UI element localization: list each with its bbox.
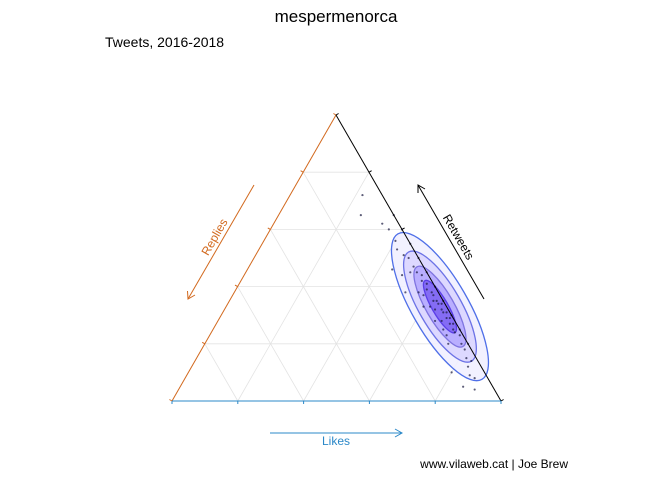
data-point	[396, 248, 399, 251]
data-point	[429, 305, 432, 308]
data-point	[394, 239, 397, 242]
data-point	[440, 308, 443, 311]
replies-axis-arrow	[187, 184, 255, 300]
data-point	[473, 388, 476, 391]
replies-axis-line	[171, 114, 337, 402]
data-point	[432, 294, 435, 297]
data-point	[440, 302, 443, 305]
data-point	[448, 322, 451, 325]
replies-tick	[267, 227, 271, 230]
data-point	[422, 294, 425, 297]
density-contours	[390, 231, 490, 382]
data-point	[381, 222, 384, 225]
chart-title: mespermenorca	[275, 7, 398, 26]
data-point	[409, 271, 412, 274]
data-point	[442, 311, 445, 314]
data-point	[460, 342, 463, 345]
data-point	[402, 254, 405, 257]
data-point	[437, 302, 440, 305]
grid-line	[237, 286, 304, 402]
data-point	[415, 271, 418, 274]
data-point	[400, 274, 404, 277]
replies-tick	[333, 113, 337, 116]
replies-tick	[234, 284, 238, 288]
data-point	[425, 288, 428, 291]
data-point	[417, 291, 420, 294]
data-point	[433, 319, 437, 323]
data-point	[462, 385, 465, 388]
data-point	[432, 299, 435, 302]
data-point	[425, 282, 428, 285]
likes-axis-arrow	[270, 428, 404, 438]
data-point	[422, 305, 425, 308]
data-point	[361, 193, 364, 197]
replies-tick	[201, 341, 206, 345]
data-point	[412, 265, 415, 268]
chart-caption: www.vilaweb.cat | Joe Brew	[419, 457, 568, 471]
data-point	[447, 342, 450, 345]
retweets-tick	[500, 399, 504, 402]
data-point	[445, 334, 448, 337]
data-point	[430, 291, 433, 294]
data-point	[448, 316, 451, 320]
grid-line	[204, 343, 239, 402]
data-point	[420, 274, 423, 277]
data-point	[468, 374, 471, 377]
data-point	[463, 348, 466, 351]
replies-tick	[300, 170, 304, 173]
data-point	[404, 291, 407, 294]
data-point	[445, 316, 448, 320]
likes-axis-label: Likes	[322, 434, 350, 448]
data-point	[470, 359, 473, 363]
data-point	[440, 319, 443, 323]
data-point	[359, 214, 362, 217]
data-point	[450, 371, 453, 374]
data-point	[435, 299, 438, 302]
data-point	[465, 357, 468, 360]
data-point	[453, 331, 456, 334]
data-point	[420, 279, 423, 282]
replies-axis-label: Replies	[198, 216, 230, 258]
retweets-axis-line	[335, 114, 502, 402]
retweets-tick	[335, 113, 339, 116]
data-point	[466, 365, 470, 368]
data-point	[433, 308, 437, 311]
data-point	[407, 256, 410, 260]
data-point	[442, 328, 445, 331]
retweets-tick	[368, 170, 372, 173]
data-point	[452, 322, 455, 325]
grid-line	[270, 229, 370, 402]
data-point	[391, 268, 394, 271]
data-point	[387, 228, 390, 231]
data-point	[473, 377, 476, 380]
data-point	[445, 311, 448, 314]
retweets-axis-arrow	[417, 184, 485, 300]
data-point	[458, 334, 461, 337]
grid-line	[303, 229, 403, 402]
replies-tick	[169, 399, 173, 402]
chart-subtitle: Tweets, 2016-2018	[105, 34, 224, 50]
data-point	[452, 328, 455, 331]
